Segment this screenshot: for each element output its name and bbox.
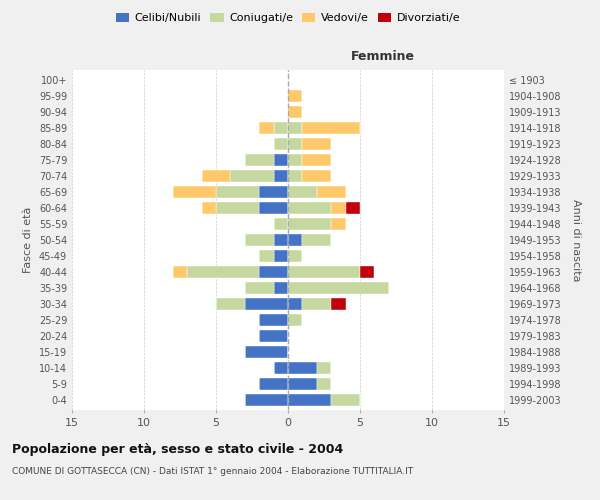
Bar — [302, 234, 331, 246]
Bar — [274, 154, 288, 166]
Bar — [302, 122, 360, 134]
Text: COMUNE DI GOTTASECCA (CN) - Dati ISTAT 1° gennaio 2004 - Elaborazione TUTTITALIA: COMUNE DI GOTTASECCA (CN) - Dati ISTAT 1… — [12, 468, 413, 476]
Bar — [302, 138, 331, 150]
Bar — [288, 170, 302, 182]
Bar — [288, 362, 317, 374]
Bar — [317, 186, 346, 198]
Bar — [274, 170, 288, 182]
Bar — [245, 346, 288, 358]
Bar — [288, 266, 360, 278]
Bar — [288, 186, 317, 198]
Bar — [274, 282, 288, 294]
Bar — [245, 154, 274, 166]
Bar — [288, 138, 302, 150]
Bar — [216, 298, 245, 310]
Bar — [173, 186, 216, 198]
Bar — [288, 106, 302, 118]
Text: Femmine: Femmine — [351, 50, 415, 63]
Y-axis label: Fasce di età: Fasce di età — [23, 207, 33, 273]
Bar — [302, 170, 331, 182]
Bar — [245, 282, 274, 294]
Bar — [288, 90, 302, 102]
Bar — [288, 394, 331, 406]
Bar — [245, 394, 288, 406]
Bar — [259, 330, 288, 342]
Bar — [274, 218, 288, 230]
Bar — [288, 154, 302, 166]
Bar — [259, 266, 288, 278]
Y-axis label: Anni di nascita: Anni di nascita — [571, 198, 581, 281]
Bar — [274, 138, 288, 150]
Bar — [302, 154, 331, 166]
Bar — [288, 314, 302, 326]
Bar — [302, 298, 331, 310]
Bar — [230, 170, 274, 182]
Bar — [288, 282, 389, 294]
Bar — [259, 250, 274, 262]
Bar — [173, 266, 187, 278]
Bar — [331, 298, 346, 310]
Bar — [187, 266, 259, 278]
Bar — [274, 234, 288, 246]
Bar — [216, 186, 259, 198]
Bar — [216, 202, 259, 214]
Bar — [288, 298, 302, 310]
Bar — [360, 266, 374, 278]
Bar — [317, 362, 331, 374]
Bar — [245, 234, 274, 246]
Bar — [259, 122, 274, 134]
Legend: Celibi/Nubili, Coniugati/e, Vedovi/e, Divorziati/e: Celibi/Nubili, Coniugati/e, Vedovi/e, Di… — [112, 8, 464, 28]
Bar — [274, 250, 288, 262]
Bar — [346, 202, 360, 214]
Bar — [259, 314, 288, 326]
Text: Popolazione per età, sesso e stato civile - 2004: Popolazione per età, sesso e stato civil… — [12, 442, 343, 456]
Bar — [259, 202, 288, 214]
Bar — [331, 218, 346, 230]
Bar — [245, 298, 288, 310]
Bar — [274, 122, 288, 134]
Bar — [202, 202, 216, 214]
Bar — [288, 250, 302, 262]
Bar — [259, 378, 288, 390]
Bar — [331, 394, 360, 406]
Bar — [274, 362, 288, 374]
Bar — [202, 170, 230, 182]
Bar — [288, 234, 302, 246]
Bar — [288, 378, 317, 390]
Bar — [331, 202, 346, 214]
Bar — [259, 186, 288, 198]
Bar — [317, 378, 331, 390]
Bar — [288, 122, 302, 134]
Bar — [288, 218, 331, 230]
Bar — [288, 202, 331, 214]
